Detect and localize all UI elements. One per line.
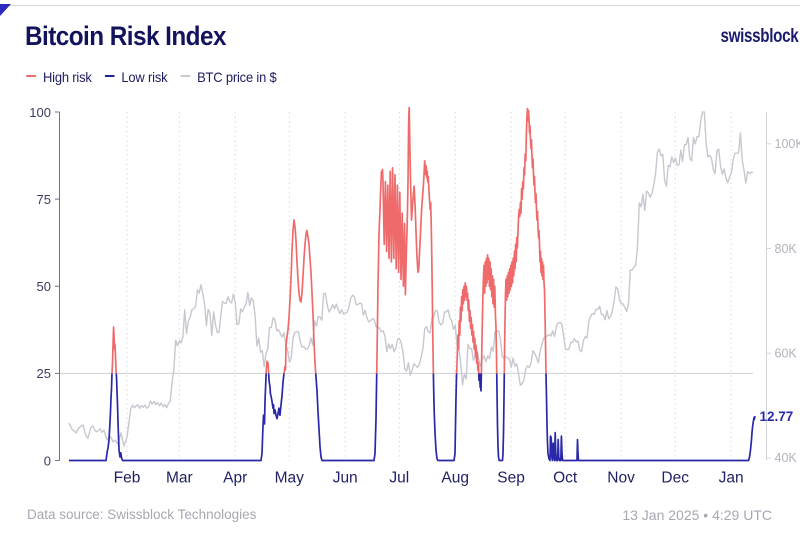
svg-text:Aug: Aug bbox=[441, 470, 469, 487]
svg-text:Feb: Feb bbox=[114, 470, 141, 487]
svg-text:75: 75 bbox=[37, 192, 51, 207]
svg-text:40K: 40K bbox=[775, 451, 798, 465]
svg-text:Jan: Jan bbox=[719, 470, 744, 487]
svg-text:100K: 100K bbox=[775, 137, 800, 151]
svg-text:50: 50 bbox=[37, 279, 51, 294]
svg-text:Oct: Oct bbox=[553, 470, 578, 487]
svg-text:Nov: Nov bbox=[607, 470, 635, 487]
svg-text:Jul: Jul bbox=[389, 470, 409, 487]
svg-text:60K: 60K bbox=[775, 346, 798, 360]
svg-text:Mar: Mar bbox=[166, 470, 193, 487]
svg-text:80K: 80K bbox=[775, 242, 798, 256]
svg-text:100: 100 bbox=[29, 105, 51, 120]
svg-text:Apr: Apr bbox=[223, 470, 247, 487]
svg-text:Dec: Dec bbox=[661, 470, 689, 487]
svg-text:Jun: Jun bbox=[333, 470, 358, 487]
svg-text:25: 25 bbox=[37, 366, 51, 381]
svg-text:Sep: Sep bbox=[497, 470, 525, 487]
svg-text:12.77: 12.77 bbox=[760, 409, 794, 424]
svg-text:May: May bbox=[275, 470, 305, 487]
svg-text:0: 0 bbox=[44, 453, 51, 468]
